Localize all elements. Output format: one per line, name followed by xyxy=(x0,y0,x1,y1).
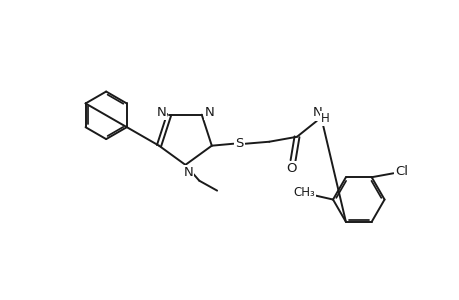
Text: N: N xyxy=(183,166,193,179)
Text: N: N xyxy=(312,106,322,119)
Text: H: H xyxy=(321,112,330,125)
Text: Cl: Cl xyxy=(394,165,407,178)
Text: S: S xyxy=(235,137,243,150)
Text: CH₃: CH₃ xyxy=(293,186,314,199)
Text: N: N xyxy=(204,106,214,119)
Text: O: O xyxy=(285,162,296,175)
Text: N: N xyxy=(156,106,166,119)
